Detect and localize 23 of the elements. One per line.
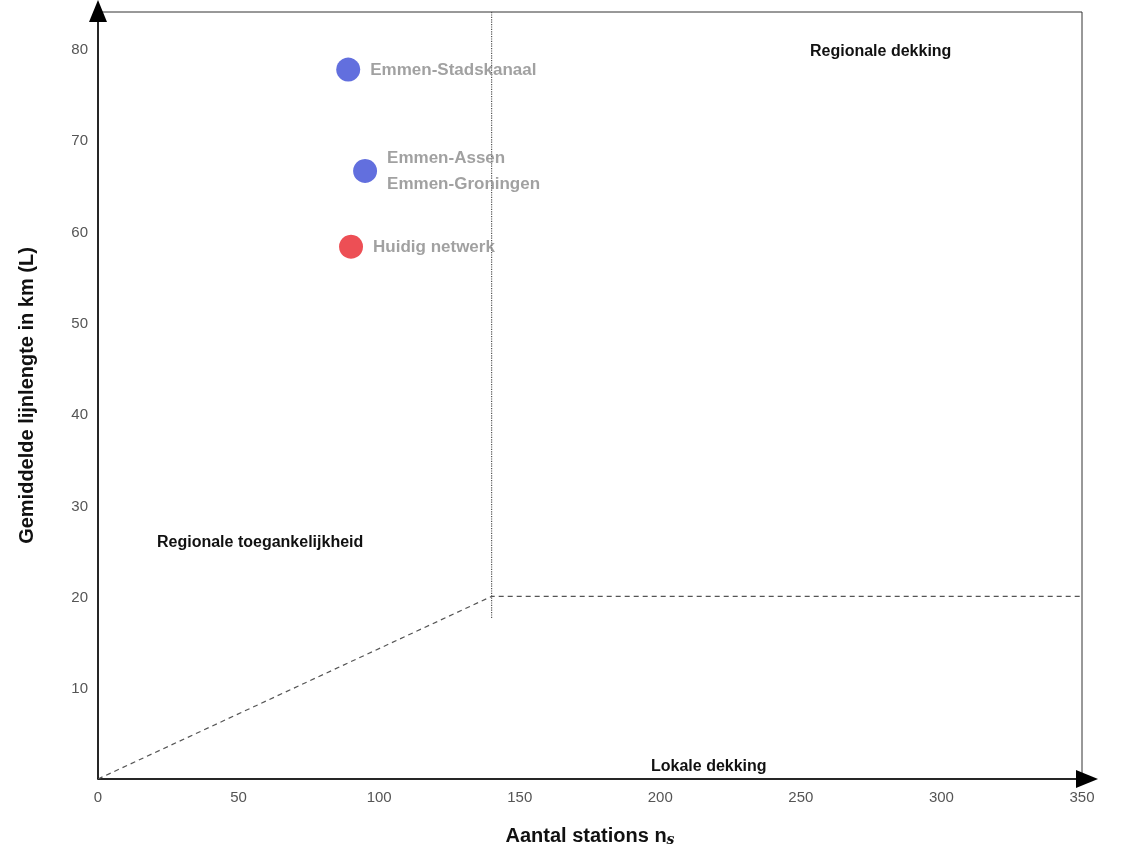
y-tick-label: 20 xyxy=(71,587,88,605)
x-tick-label: 100 xyxy=(366,788,392,805)
x-tick-label: 200 xyxy=(647,788,673,805)
y-tick-label: 10 xyxy=(71,679,88,697)
series-label: Huidig netwerk xyxy=(373,237,496,257)
annotation: Regionale dekking xyxy=(810,41,952,59)
x-tick-label: 150 xyxy=(507,788,533,805)
y-tick-label: 80 xyxy=(71,40,88,58)
y-tick-label: 40 xyxy=(71,405,88,423)
annotation: Lokale dekking xyxy=(651,756,767,774)
x-tick-label: 0 xyxy=(93,788,103,805)
series-label: Emmen-Stadskanaal xyxy=(370,60,537,80)
y-tick-label: 50 xyxy=(71,313,88,331)
annotation: Regionale toegankelijkheid xyxy=(157,532,364,550)
x-tick-label: 300 xyxy=(928,788,954,805)
x-tick-label: 250 xyxy=(788,788,814,805)
x-tick-label: 50 xyxy=(230,788,247,805)
y-tick-label: 70 xyxy=(71,131,88,149)
y-tick-label: 30 xyxy=(71,496,88,514)
y-tick-label: 60 xyxy=(71,222,88,240)
x-tick-label: 350 xyxy=(1069,788,1095,805)
y-axis-title: Gemiddelde lijnlengte in km (L) xyxy=(15,247,37,544)
series-label: Emmen-Assen Emmen-Groningen xyxy=(387,148,541,194)
